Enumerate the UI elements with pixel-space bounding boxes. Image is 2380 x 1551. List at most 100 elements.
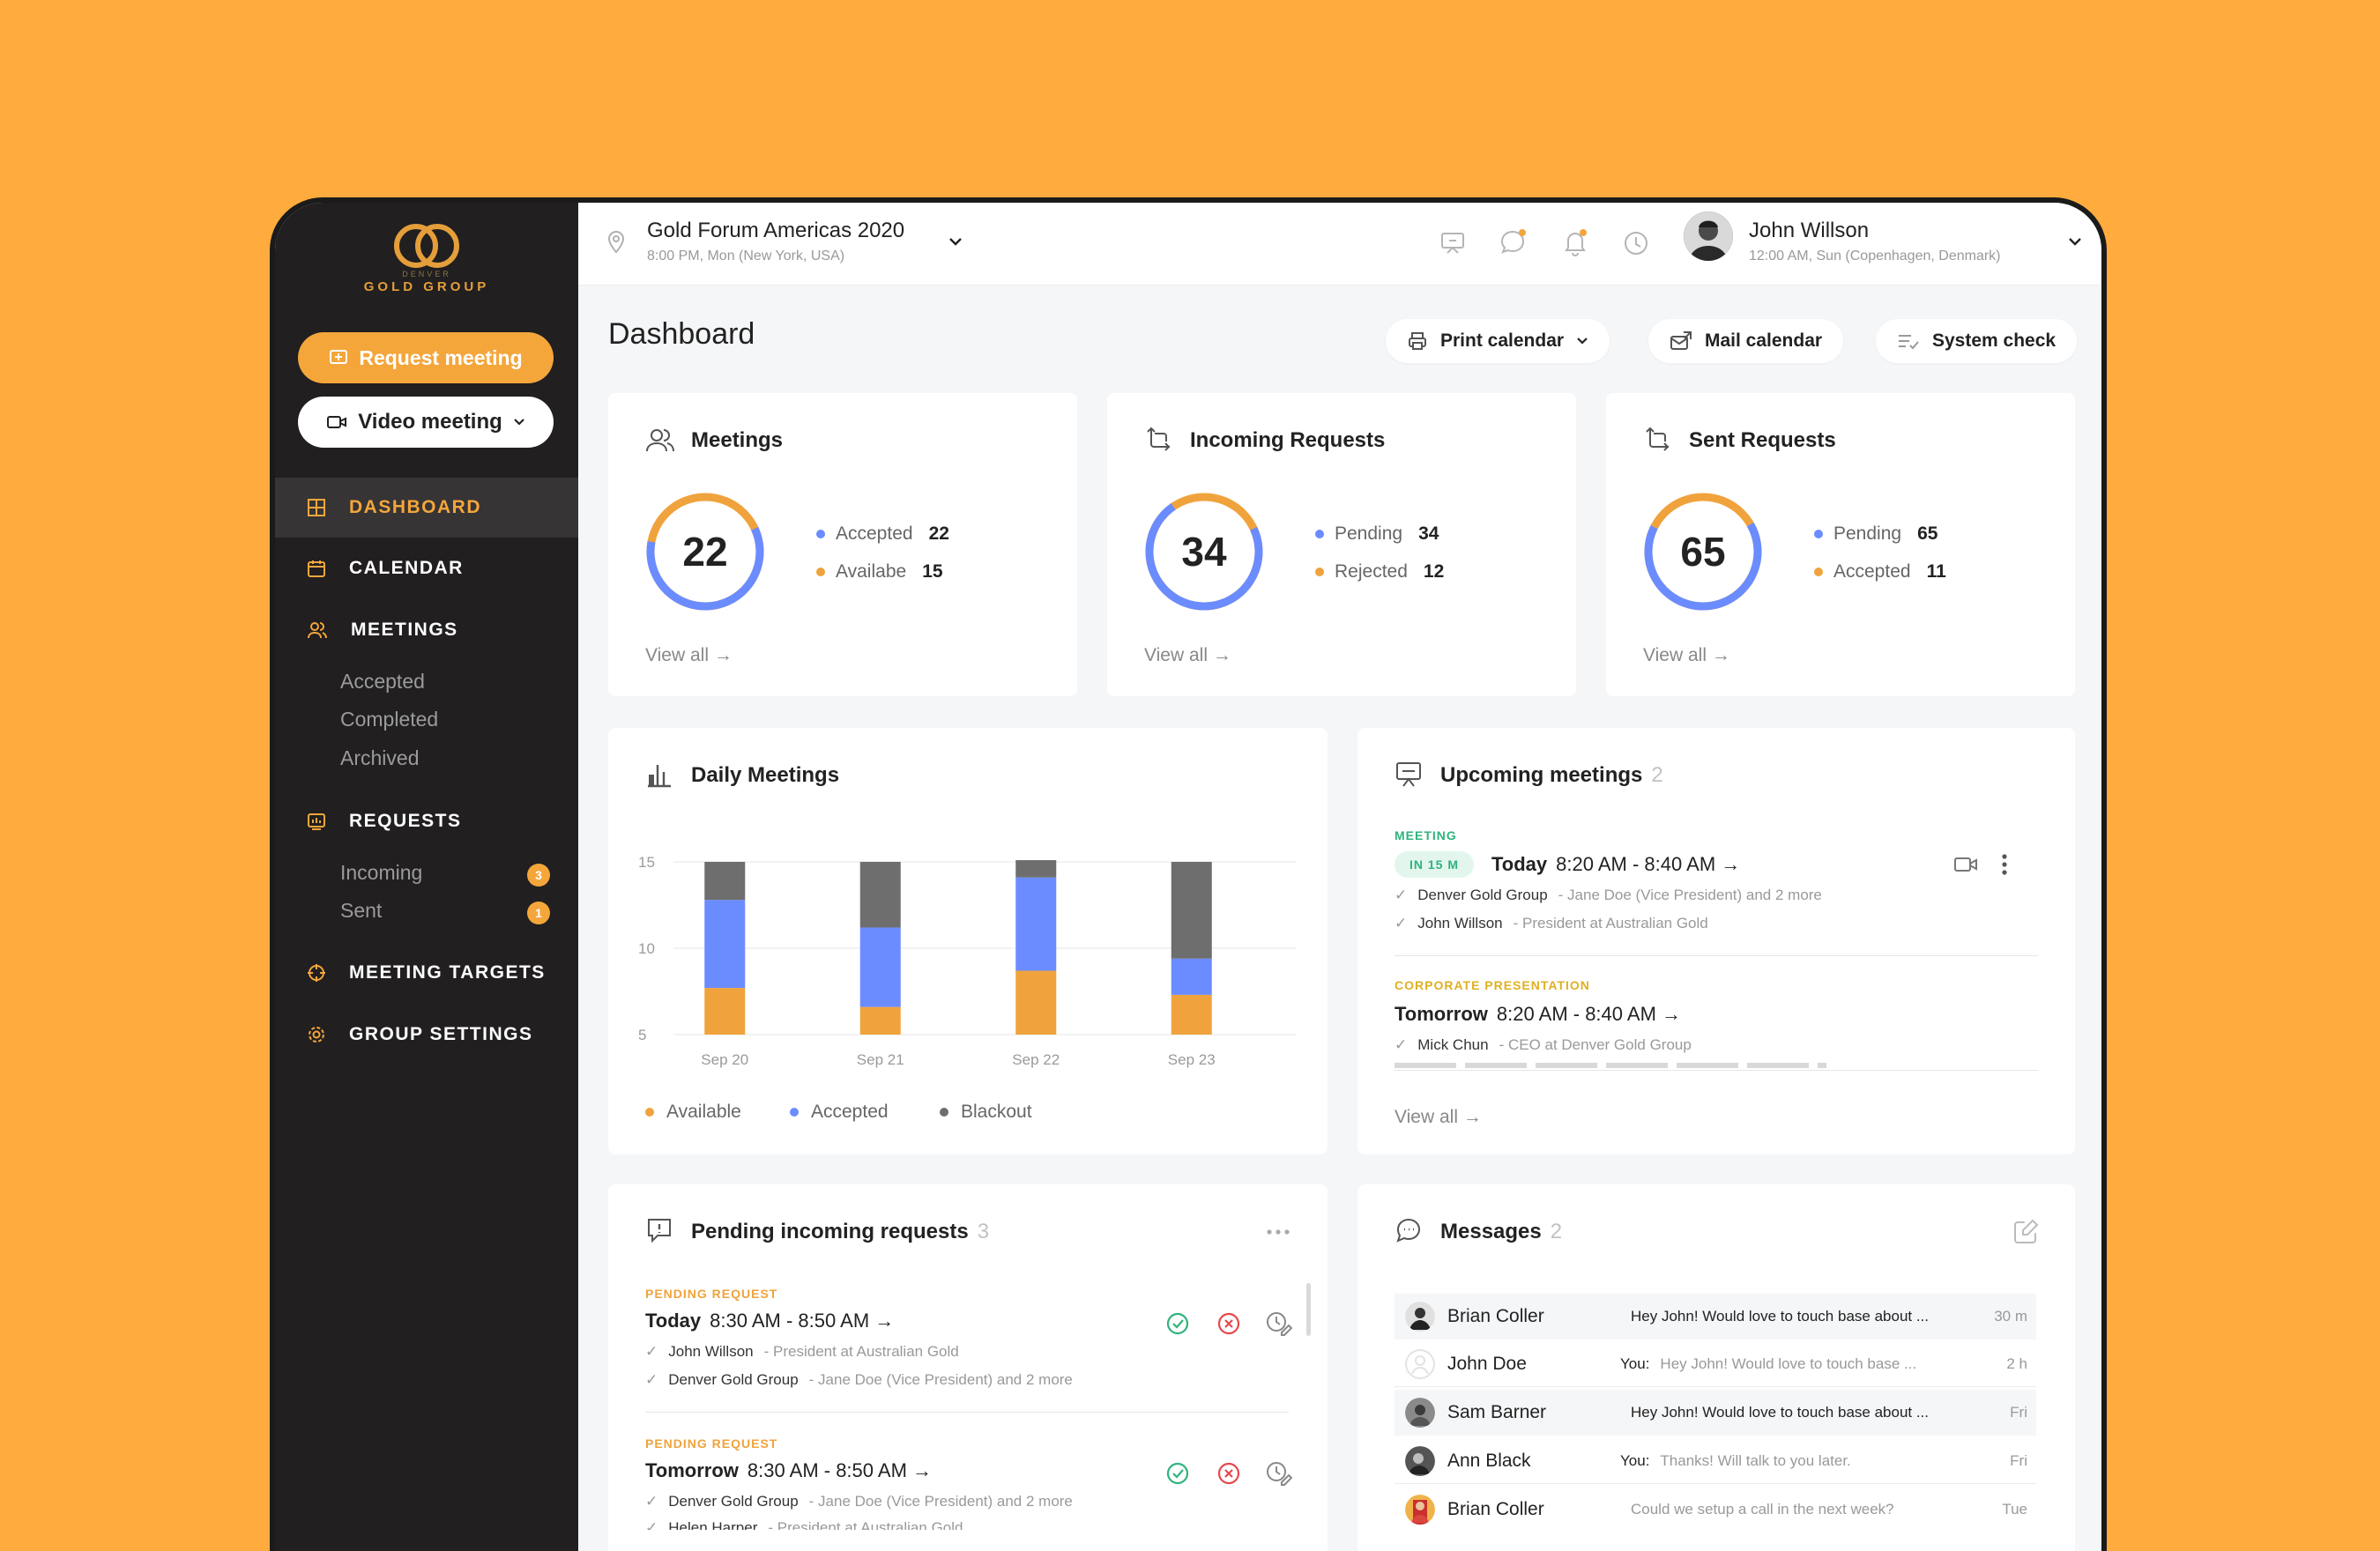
reject-x-icon[interactable]: [1216, 1461, 1241, 1486]
y-tick-label: 15: [638, 854, 655, 871]
x-tick-label: Sep 20: [701, 1051, 748, 1068]
bar-segment-blackout[interactable]: [704, 862, 746, 901]
nav-meetings-accepted[interactable]: Accepted: [340, 670, 425, 693]
system-check-button[interactable]: System check: [1876, 319, 2078, 363]
nav-meeting-targets-label: MEETING TARGETS: [349, 962, 546, 983]
sender-name: Brian Coller: [1447, 1306, 1544, 1326]
nav-dashboard[interactable]: DASHBOARD: [275, 478, 578, 538]
incoming-view-all-link[interactable]: View all →: [1144, 645, 1231, 666]
page-title: Dashboard: [608, 317, 755, 351]
bar-segment-accepted[interactable]: [1171, 958, 1212, 995]
message-time: Fri: [2010, 1451, 2027, 1469]
legend-label: Blackout: [961, 1102, 1032, 1122]
presentation-icon[interactable]: [1439, 229, 1467, 257]
message-row[interactable]: Ann Black You: Thanks! Will talk to you …: [1395, 1438, 2036, 1484]
bar-segment-accepted[interactable]: [859, 927, 901, 1007]
video-meeting-dropdown[interactable]: Video meeting: [298, 397, 554, 448]
video-camera-icon: [327, 416, 347, 428]
bar-segment-accepted[interactable]: [704, 900, 746, 989]
accept-check-icon[interactable]: [1165, 1461, 1190, 1486]
nav-meeting-targets[interactable]: MEETING TARGETS: [275, 943, 578, 1003]
bar-segment-available[interactable]: [1171, 994, 1212, 1035]
message-row[interactable]: Brian Coller Could we setup a call in th…: [1395, 1487, 2036, 1532]
message-row[interactable]: John Doe You: Hey John! Would love to to…: [1395, 1341, 2036, 1387]
participant-line: ✓ John Willson - President at Australian G…: [645, 1343, 959, 1361]
accept-check-icon[interactable]: [1165, 1311, 1190, 1336]
request-meeting-button[interactable]: Request meeting: [298, 332, 554, 383]
upcoming-view-all-link[interactable]: View all →: [1395, 1107, 1482, 1128]
sent-view-all-link[interactable]: View all →: [1643, 645, 1730, 666]
divider: [645, 1412, 1289, 1413]
chevron-down-icon: [1577, 338, 1588, 345]
participant-name: Denver Gold Group: [668, 1493, 799, 1510]
check-icon: ✓: [645, 1493, 658, 1510]
message-preview: Hey John! Would love to touch base about…: [1631, 1308, 1930, 1325]
nav-requests-incoming[interactable]: Incoming: [340, 861, 423, 884]
participant-line: ✓ John Willson - President at Australian G…: [1395, 915, 1708, 932]
bar-segment-blackout[interactable]: [1015, 860, 1057, 878]
video-camera-icon[interactable]: [1953, 855, 1978, 874]
reject-x-icon[interactable]: [1216, 1311, 1241, 1336]
scrollbar-thumb[interactable]: [1306, 1283, 1311, 1336]
nav-meetings[interactable]: MEETINGS: [275, 600, 578, 660]
nav-calendar-label: CALENDAR: [349, 558, 464, 578]
user-dropdown-chevron-icon[interactable]: [2068, 236, 2082, 247]
avatar: [1405, 1495, 1435, 1525]
user-name[interactable]: John Willson: [1749, 219, 1870, 242]
print-calendar-button[interactable]: Print calendar: [1386, 319, 1610, 363]
participant-line: ✓ Mick Chun - CEO at Denver Gold Group: [1395, 1036, 1692, 1054]
bar-segment-blackout[interactable]: [859, 862, 901, 928]
more-vertical-icon[interactable]: [2001, 853, 2008, 876]
legend-accepted: Accepted: [790, 1102, 889, 1123]
participant-line: ✓ Denver Gold Group - Jane Doe (Vice Presi…: [645, 1493, 1073, 1510]
meetings-card-title: Meetings: [691, 428, 784, 452]
stat-value: 22: [928, 523, 949, 544]
reschedule-clock-icon[interactable]: [1264, 1310, 1292, 1338]
bar-segment-available[interactable]: [859, 1006, 901, 1035]
avatar: [1405, 1445, 1435, 1476]
event-dropdown-chevron-icon[interactable]: [948, 236, 963, 247]
pending-time-1[interactable]: Today 8:30 AM - 8:50 AM →: [645, 1310, 894, 1332]
bar-segment-available[interactable]: [704, 988, 746, 1035]
gray-legend-dot: [940, 1108, 948, 1117]
bell-icon[interactable]: [1560, 227, 1590, 257]
nav-requests[interactable]: REQUESTS: [275, 791, 578, 851]
mail-calendar-button[interactable]: Mail calendar: [1648, 319, 1844, 363]
more-horizontal-icon[interactable]: [1266, 1228, 1290, 1236]
event-title[interactable]: Gold Forum Americas 2020: [647, 219, 905, 242]
print-calendar-label: Print calendar: [1440, 330, 1565, 351]
clock-icon[interactable]: [1622, 229, 1650, 257]
meeting-time: 8:20 AM - 8:40 AM: [1496, 1003, 1656, 1025]
nav-calendar[interactable]: CALENDAR: [275, 538, 578, 598]
pending-title-label: Pending incoming requests: [691, 1220, 969, 1243]
chat-icon[interactable]: [1499, 227, 1528, 257]
bar-segment-blackout[interactable]: [1171, 862, 1212, 959]
avatar: [1405, 1302, 1435, 1332]
pending-time-2[interactable]: Tomorrow 8:30 AM - 8:50 AM →: [645, 1459, 932, 1482]
user-avatar[interactable]: [1684, 212, 1733, 261]
legend-blackout: Blackout: [940, 1102, 1032, 1123]
nav-requests-sent[interactable]: Sent: [340, 899, 383, 922]
compose-icon[interactable]: [2012, 1218, 2040, 1246]
meetings-donut-chart: [646, 493, 764, 611]
nav-group-settings[interactable]: GROUP SETTINGS: [275, 1005, 578, 1065]
divider: [1395, 955, 2038, 956]
orange-legend-dot: [645, 1108, 654, 1117]
reschedule-clock-icon[interactable]: [1264, 1459, 1292, 1488]
meetings-view-all-link[interactable]: View all →: [645, 645, 733, 666]
message-row[interactable]: Sam Barner Hey John! Would love to touch…: [1395, 1390, 2036, 1436]
upcoming-time-2[interactable]: Tomorrow 8:20 AM - 8:40 AM →: [1395, 1003, 1681, 1026]
logo[interactable]: DENVER GOLD GROUP: [275, 220, 578, 294]
nav-requests-label: REQUESTS: [349, 811, 462, 831]
gear-icon: [309, 1027, 324, 1043]
bar-segment-accepted[interactable]: [1015, 877, 1057, 971]
nav-meetings-completed[interactable]: Completed: [340, 708, 439, 731]
message-row[interactable]: Brian Coller Hey John! Would love to tou…: [1395, 1294, 2036, 1340]
nav-meetings-archived[interactable]: Archived: [340, 746, 420, 769]
users-icon: [308, 622, 327, 639]
avatar-portrait-icon: [1684, 212, 1733, 261]
view-all-label: View all: [1144, 645, 1208, 665]
pending-count: 3: [977, 1220, 990, 1243]
upcoming-time-1[interactable]: Today 8:20 AM - 8:40 AM →: [1491, 853, 1740, 876]
bar-segment-available[interactable]: [1015, 970, 1057, 1035]
